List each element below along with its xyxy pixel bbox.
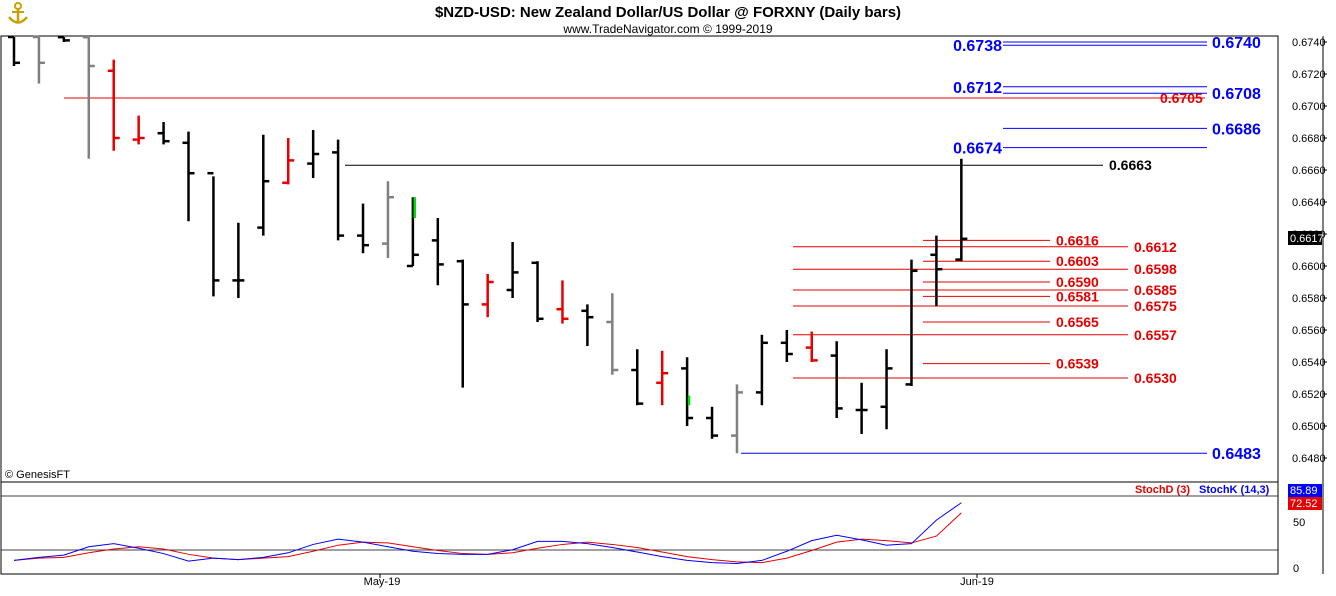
chart-subtitle: www.TradeNavigator.com © 1999-2019 <box>562 22 772 36</box>
ohlc-bar <box>730 384 743 454</box>
ohlc-bar <box>132 115 145 145</box>
ohlc-bar <box>681 357 694 426</box>
blue-level-label: 0.6674 <box>953 141 1002 158</box>
bars-layer <box>8 35 968 454</box>
last-price-box <box>1288 231 1322 245</box>
ohlc-bar <box>8 35 20 66</box>
x-label-jun: Jun-19 <box>960 576 994 588</box>
ohlc-bar <box>431 218 444 286</box>
stoch-pane <box>0 481 1279 575</box>
blue-level-label: 0.6483 <box>1212 446 1261 463</box>
ohlc-bar <box>182 131 195 222</box>
ohlc-bar <box>57 35 70 42</box>
stoch-d-value-box <box>1288 497 1322 510</box>
red-level-label: 0.6705 <box>1160 90 1203 106</box>
price-tick-label: 0.6740 <box>1292 37 1326 49</box>
ohlc-bar <box>82 35 95 159</box>
ohlc-bar <box>830 341 843 418</box>
red-level-label: 0.6590 <box>1056 274 1099 290</box>
x-label-may: May-19 <box>364 576 401 588</box>
red-level-label: 0.6581 <box>1056 288 1099 304</box>
blue-level-label: 0.6738 <box>953 38 1002 55</box>
red-level-label: 0.6530 <box>1134 370 1177 386</box>
red-level-label: 0.6557 <box>1134 327 1177 343</box>
price-tick-label: 0.6580 <box>1292 293 1326 305</box>
red-level-label: 0.6598 <box>1134 261 1177 277</box>
price-tick-label: 0.6680 <box>1292 133 1326 145</box>
ohlc-bar <box>157 122 170 145</box>
ohlc-bar <box>780 330 793 362</box>
blue-level-label: 0.6708 <box>1212 86 1261 103</box>
last-price-label: 0.6617 <box>1290 233 1324 245</box>
stoch-tick-50: 50 <box>1293 517 1305 529</box>
red-level-label: 0.6539 <box>1056 356 1099 372</box>
ohlc-bar <box>481 274 494 318</box>
stoch-k-value: 85.89 <box>1290 485 1318 497</box>
price-tick-label: 0.6520 <box>1292 389 1326 401</box>
red-level-label: 0.6616 <box>1056 232 1099 248</box>
stoch-d-value: 72.52 <box>1290 498 1318 510</box>
black-level-label: 0.6663 <box>1109 157 1152 173</box>
price-axis: 0.6740 0.6720 0.6700 0.6680 0.6660 0.6640 0.66… <box>1292 37 1327 465</box>
ohlc-bar <box>606 293 619 375</box>
ohlc-bar <box>755 334 768 406</box>
price-tick-label: 0.6600 <box>1292 261 1326 273</box>
red-level-label: 0.6585 <box>1134 282 1177 298</box>
logo <box>8 2 28 24</box>
ohlc-bar <box>381 181 394 258</box>
price-tick-label: 0.6560 <box>1292 325 1326 337</box>
red-level-label: 0.6612 <box>1134 239 1177 255</box>
price-tick-label: 0.6700 <box>1292 101 1326 113</box>
ohlc-bar <box>456 259 469 388</box>
ohlc-bar <box>307 130 320 178</box>
stoch-tick-0: 0 <box>1293 563 1299 575</box>
ohlc-bar <box>581 304 594 346</box>
red-level-label: 0.6603 <box>1056 253 1099 269</box>
stoch-k-line <box>13 502 962 564</box>
ohlc-bar <box>531 261 544 322</box>
ohlc-bar <box>556 280 569 324</box>
ohlc-bar <box>855 382 868 434</box>
chart-title: $NZD-USD: New Zealand Dollar/US Dollar @… <box>435 4 901 21</box>
stoch-d-line <box>13 512 962 564</box>
blue-level-label: 0.6712 <box>953 80 1002 97</box>
price-tick-label: 0.6660 <box>1292 165 1326 177</box>
ohlc-bar <box>506 242 519 298</box>
ohlc-bar <box>805 331 818 362</box>
ohlc-bar <box>357 203 370 254</box>
price-tick-label: 0.6720 <box>1292 69 1326 81</box>
blue-level-label: 0.6686 <box>1212 121 1261 138</box>
ohlc-bar <box>257 134 270 236</box>
price-tick-label: 0.6640 <box>1292 197 1326 209</box>
stoch-layer <box>13 502 962 564</box>
ohlc-bar <box>32 35 45 84</box>
price-tick-label: 0.6540 <box>1292 357 1326 369</box>
ohlc-bar <box>706 406 719 439</box>
ohlc-bar <box>406 197 419 268</box>
price-tick-label: 0.6500 <box>1292 421 1326 433</box>
ohlc-bar <box>880 349 893 430</box>
levels-layer: 0.6740 0.6738 0.6712 0.6708 0.6686 0.6674 0.64… <box>64 35 1261 463</box>
stoch-d-legend: StochD (3) <box>1135 484 1190 496</box>
ohlc-bar <box>905 259 918 386</box>
stoch-k-legend: StochK (14,3) <box>1199 484 1270 496</box>
anchor-icon <box>8 2 28 24</box>
red-level-label: 0.6575 <box>1134 298 1177 314</box>
watermark: © GenesisFT <box>5 469 70 481</box>
ohlc-bar <box>107 59 120 151</box>
ohlc-bar <box>930 235 943 306</box>
ohlc-bar <box>282 138 295 185</box>
red-level-label: 0.6565 <box>1056 314 1099 330</box>
ohlc-bar <box>207 171 220 297</box>
blue-level-label: 0.6740 <box>1212 35 1261 52</box>
ohlc-bar <box>656 350 669 406</box>
ohlc-bar <box>631 349 644 406</box>
stoch-k-value-box <box>1288 484 1322 497</box>
ohlc-bar <box>332 139 345 241</box>
ohlc-bar <box>232 222 245 298</box>
ohlc-bar <box>955 158 968 262</box>
price-tick-label: 0.6480 <box>1292 453 1326 465</box>
